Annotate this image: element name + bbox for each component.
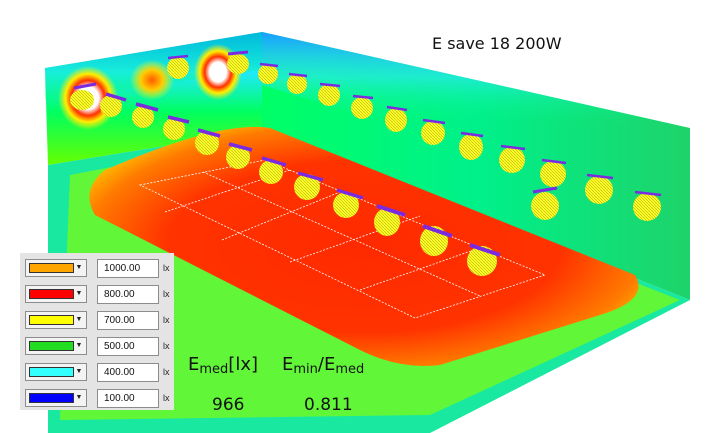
color-swatch — [29, 289, 74, 299]
luminaire — [385, 105, 408, 132]
color-picker[interactable]: ▼ — [25, 285, 87, 303]
unit-label: lx — [163, 289, 170, 299]
color-picker[interactable]: ▼ — [25, 311, 87, 329]
emed-value: 966 — [212, 395, 245, 415]
luminaire — [467, 243, 501, 276]
color-picker[interactable]: ▼ — [25, 337, 87, 355]
luminaire — [351, 94, 374, 119]
luminaire — [421, 118, 446, 145]
luminaire — [100, 92, 127, 117]
chevron-down-icon[interactable]: ▼ — [75, 368, 83, 375]
unit-label: lx — [163, 367, 170, 377]
luminaire — [499, 144, 526, 173]
luminaire — [258, 62, 279, 84]
legend-row: ▼ 100.00 lx — [20, 387, 174, 411]
light-spot-2 — [130, 60, 174, 100]
court-illuminance-zone — [89, 126, 639, 367]
legend-row: ▼ 800.00 lx — [20, 283, 174, 307]
level-input[interactable]: 800.00 — [97, 285, 159, 304]
back-wall-top-band — [262, 32, 690, 215]
uniformity-label: Emin/Emed — [282, 354, 365, 377]
luminaire — [294, 171, 324, 200]
luminaire — [374, 204, 406, 236]
unit-label: lx — [163, 341, 170, 351]
luminaire — [287, 72, 308, 94]
level-input[interactable]: 1000.00 — [97, 259, 159, 278]
emed-label: Emed[lx] — [188, 354, 258, 377]
luminaire — [226, 142, 253, 169]
luminaire — [531, 186, 559, 220]
color-picker[interactable]: ▼ — [25, 389, 87, 407]
color-swatch — [29, 341, 74, 351]
color-picker[interactable]: ▼ — [25, 259, 87, 277]
unit-label: lx — [163, 263, 170, 273]
luminaire — [585, 173, 614, 204]
luminaire — [540, 158, 567, 187]
level-input[interactable]: 100.00 — [97, 389, 159, 408]
chevron-down-icon[interactable]: ▼ — [75, 394, 83, 401]
chevron-down-icon[interactable]: ▼ — [75, 264, 83, 271]
unit-label: lx — [163, 393, 170, 403]
luminaire — [420, 224, 453, 256]
luminaire — [167, 54, 189, 79]
chevron-down-icon[interactable]: ▼ — [75, 290, 83, 297]
legend-row: ▼ 1000.00 lx — [20, 257, 174, 281]
luminaire — [70, 82, 97, 110]
level-input[interactable]: 500.00 — [97, 337, 159, 356]
level-input[interactable]: 700.00 — [97, 311, 159, 330]
luminaire — [459, 131, 484, 160]
color-swatch — [29, 315, 74, 325]
illuminance-legend: ▼ 1000.00 lx ▼ 800.00 lx ▼ 700.00 lx ▼ 5… — [20, 253, 174, 410]
legend-row: ▼ 400.00 lx — [20, 361, 174, 385]
luminaire — [259, 156, 287, 184]
luminaire — [333, 188, 364, 218]
color-swatch — [29, 263, 74, 273]
chevron-down-icon[interactable]: ▼ — [75, 342, 83, 349]
color-swatch — [29, 393, 74, 403]
uniformity-value: 0.811 — [304, 395, 353, 415]
luminaire — [132, 102, 159, 128]
color-swatch — [29, 367, 74, 377]
luminaires — [70, 50, 662, 276]
luminaire — [318, 82, 341, 106]
color-picker[interactable]: ▼ — [25, 363, 87, 381]
luminaire — [227, 50, 249, 74]
luminaire — [195, 128, 221, 155]
legend-row: ▼ 700.00 lx — [20, 309, 174, 333]
luminaire — [633, 190, 662, 221]
legend-row: ▼ 500.00 lx — [20, 335, 174, 359]
level-input[interactable]: 400.00 — [97, 363, 159, 382]
chevron-down-icon[interactable]: ▼ — [75, 316, 83, 323]
scene-title: E save 18 200W — [432, 34, 562, 53]
unit-label: lx — [163, 315, 170, 325]
luminaire — [163, 115, 190, 140]
